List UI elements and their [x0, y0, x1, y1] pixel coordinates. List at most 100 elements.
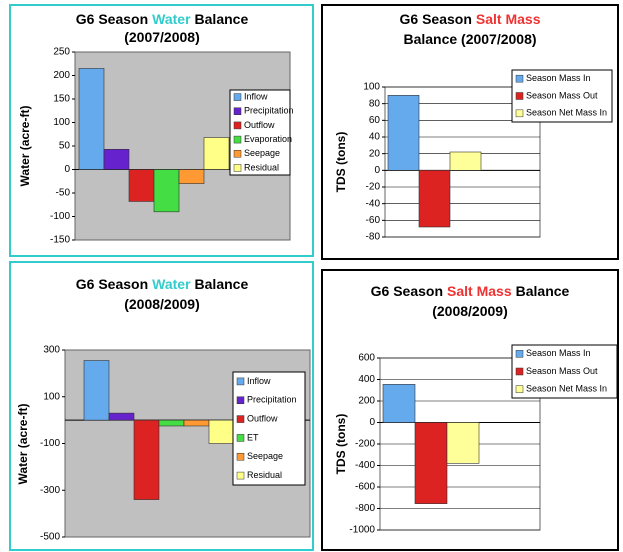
y-tick-label: -150 — [50, 235, 70, 246]
title-segment: (2008/2009) — [432, 303, 508, 319]
legend-swatch — [233, 150, 242, 158]
title-segment: G6 Season — [400, 11, 472, 27]
legend-box — [511, 69, 613, 123]
y-axis-label: TDS (tons) — [334, 414, 348, 475]
bar — [183, 419, 210, 427]
title-segment: Balance — [195, 11, 249, 27]
bar — [387, 95, 420, 171]
bar — [208, 419, 235, 444]
y-tick-label: -50 — [56, 188, 71, 199]
y-tick-label: 400 — [358, 374, 375, 385]
y-tick-label: -80 — [366, 232, 381, 243]
legend-box — [511, 344, 618, 399]
legend-swatch — [233, 135, 242, 144]
legend-label: Seepage — [247, 451, 283, 461]
title-segment: (2007/2008) — [124, 29, 200, 45]
legend-label: Outflow — [247, 413, 278, 423]
legend-label: ET — [247, 432, 259, 442]
title-segment: Balance — [516, 283, 570, 299]
y-tick-label: 150 — [53, 94, 70, 105]
chart-panel: G6 Season Salt Mass Balance (2007/2008) -80… — [321, 4, 619, 260]
legend-label: Inflow — [247, 376, 271, 386]
legend-label: Seepage — [244, 148, 280, 158]
title-segment: Salt Mass — [447, 283, 512, 299]
y-axis-label: Water (acre-ft) — [18, 106, 32, 187]
title-segment: Balance — [195, 276, 249, 292]
y-tick-label: -600 — [355, 482, 375, 493]
chart-panel: G6 Season Water Balance (2008/2009) -500 -300… — [9, 261, 314, 551]
legend-label: Season Mass In — [526, 348, 591, 358]
chart-title: (2007/2008) — [124, 29, 200, 45]
title-segment: (2008/2009) — [124, 296, 200, 312]
legend-label: Season Mass Out — [526, 90, 598, 100]
y-tick-label: 60 — [369, 115, 381, 126]
title-segment: Water — [152, 11, 191, 27]
y-tick-label: 250 — [53, 47, 70, 58]
legend-swatch — [236, 415, 245, 423]
y-tick-label: -1000 — [349, 525, 375, 536]
legend-swatch — [236, 471, 245, 480]
legend-swatch — [515, 74, 524, 83]
y-tick-label: -100 — [40, 438, 60, 449]
legend-swatch — [236, 453, 245, 461]
y-tick-label: -40 — [366, 198, 381, 209]
bar — [83, 360, 110, 421]
chart-title: G6 Season Salt Mass Balance — [371, 283, 570, 299]
legend-swatch — [515, 109, 524, 118]
bar — [203, 137, 230, 170]
title-segment: G6 Season — [76, 11, 148, 27]
legend-swatch — [515, 367, 524, 376]
legend-swatch — [236, 434, 245, 442]
title-segment: Salt Mass — [476, 11, 541, 27]
bar — [382, 384, 416, 423]
legend-label: Season Net Mass In — [526, 108, 607, 118]
bar — [128, 169, 155, 202]
bar — [158, 419, 185, 427]
legend-label: Evaporation — [244, 134, 292, 144]
bar — [446, 422, 480, 464]
y-axis-label: TDS (tons) — [334, 132, 348, 193]
chart-title: G6 Season Water Balance — [76, 11, 249, 27]
y-tick-label: -200 — [355, 439, 375, 450]
legend-label: Season Mass Out — [526, 366, 598, 376]
y-tick-label: 600 — [358, 353, 375, 364]
legend-label: Residual — [247, 470, 282, 480]
chart-title: G6 Season Salt Mass — [400, 11, 541, 27]
legend-label: Precipitation — [244, 106, 294, 116]
y-tick-label: -400 — [355, 460, 375, 471]
legend-box — [232, 371, 306, 486]
legend-label: Season Mass In — [526, 73, 591, 83]
y-tick-label: 0 — [374, 165, 380, 176]
bar — [178, 169, 205, 184]
legend-swatch — [233, 93, 242, 101]
y-tick-label: 40 — [369, 132, 381, 143]
chart-title: (2008/2009) — [432, 303, 508, 319]
bar — [78, 68, 105, 170]
legend-swatch — [233, 121, 242, 130]
legend-swatch — [515, 350, 524, 358]
y-tick-label: 80 — [369, 98, 381, 109]
title-segment: G6 Season — [76, 276, 148, 292]
y-tick-label: -100 — [50, 211, 70, 222]
y-tick-label: 100 — [43, 391, 60, 402]
y-tick-label: -60 — [366, 215, 381, 226]
chart-panel: G6 Season Water Balance (2007/2008) -150 -100… — [9, 4, 314, 257]
y-tick-label: 200 — [53, 70, 70, 81]
legend-swatch — [515, 385, 524, 393]
legend-label: Precipitation — [247, 395, 297, 405]
chart-title: (2008/2009) — [124, 296, 200, 312]
y-tick-label: -20 — [366, 182, 381, 193]
bar — [133, 419, 160, 500]
y-tick-label: 100 — [363, 82, 380, 93]
bar — [108, 412, 135, 421]
y-tick-label: 100 — [53, 117, 70, 128]
y-tick-label: 50 — [59, 141, 71, 152]
legend-label: Residual — [244, 162, 279, 172]
chart-title: G6 Season Water Balance — [76, 276, 249, 292]
y-tick-label: 300 — [43, 345, 60, 356]
y-tick-label: 20 — [369, 148, 381, 159]
chart-panel: G6 Season Salt Mass Balance (2008/2009) -100… — [321, 269, 619, 551]
legend-swatch — [236, 377, 245, 386]
title-segment: G6 Season — [371, 283, 443, 299]
